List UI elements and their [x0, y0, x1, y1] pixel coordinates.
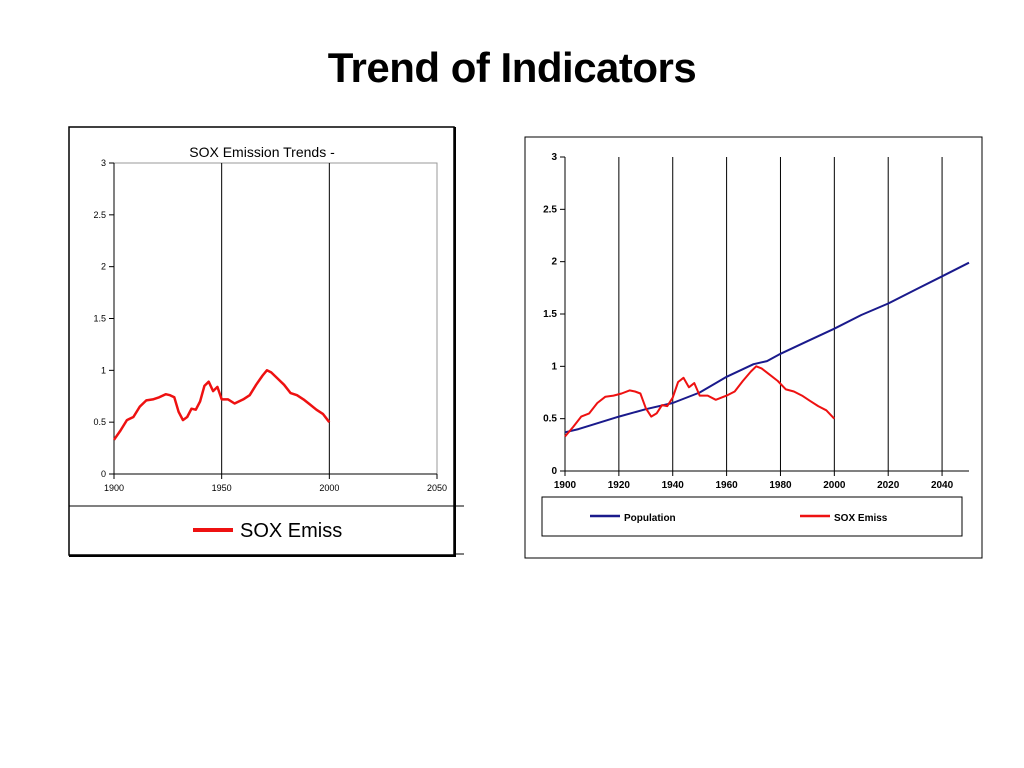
series-line-population — [564, 261, 970, 434]
x-tick-label: 1980 — [769, 480, 792, 491]
chart-left: SOX Emission Trends - 0 0.5 1 1.5 2 2.5 3 1900 1… — [68, 126, 464, 557]
y-tick-label: 1 — [551, 361, 557, 372]
y-tick-label: 1 — [101, 365, 106, 375]
x-tick-label: 1940 — [662, 480, 685, 491]
y-tick-label: 3 — [551, 152, 557, 163]
chart-left-legend: SOX Emiss — [193, 520, 342, 542]
x-tick-label: 1900 — [554, 480, 577, 491]
chart-right-plot: 0 0.5 1 1.5 2 2.5 3 1900 1920 1940 1960 1980 2000 202… — [543, 152, 970, 491]
x-tick-label: 1960 — [715, 480, 738, 491]
y-tick-label: 2.5 — [93, 210, 106, 220]
y-tick-label: 0.5 — [543, 414, 557, 425]
series-line-sox-emiss — [112, 369, 331, 441]
y-tick-label: 0.5 — [93, 417, 106, 427]
y-tick-label: 2.5 — [543, 204, 557, 215]
y-tick-label: 1.5 — [93, 314, 106, 324]
chart-right-frame — [524, 136, 983, 559]
page-title: Trend of Indicators — [327, 44, 697, 91]
chart-right: 0 0.5 1 1.5 2 2.5 3 1900 1920 1940 1960 1980 2000 202… — [524, 136, 983, 559]
chart-left-title: SOX Emission Trends - — [189, 144, 335, 160]
legend-label-sox: SOX Emiss — [240, 520, 342, 542]
y-tick-label: 2 — [551, 257, 557, 268]
x-tick-label: 1950 — [212, 483, 232, 493]
x-tick-label: 1920 — [608, 480, 631, 491]
legend-label-sox-right: SOX Emiss — [834, 513, 888, 524]
legend-label-population: Population — [624, 513, 676, 524]
y-tick-label: 0 — [551, 466, 557, 477]
y-tick-label: 0 — [101, 469, 106, 479]
x-tick-label: 2050 — [427, 483, 447, 493]
series-line-sox-emiss — [564, 365, 836, 438]
chart-right-legend: Population SOX Emiss — [541, 496, 963, 537]
plot-area-border — [113, 162, 438, 475]
x-tick-label: 2000 — [823, 480, 846, 491]
x-tick-label: 2040 — [931, 480, 954, 491]
legend-box — [541, 496, 963, 537]
x-tick-label: 1900 — [104, 483, 124, 493]
x-tick-label: 2000 — [319, 483, 339, 493]
y-tick-label: 3 — [101, 158, 106, 168]
y-tick-label: 2 — [101, 262, 106, 272]
chart-left-frame — [68, 126, 455, 556]
y-tick-label: 1.5 — [543, 309, 557, 320]
chart-left-plot: 0 0.5 1 1.5 2 2.5 3 1900 1950 2000 2050 — [93, 158, 447, 493]
x-tick-label: 2020 — [877, 480, 900, 491]
